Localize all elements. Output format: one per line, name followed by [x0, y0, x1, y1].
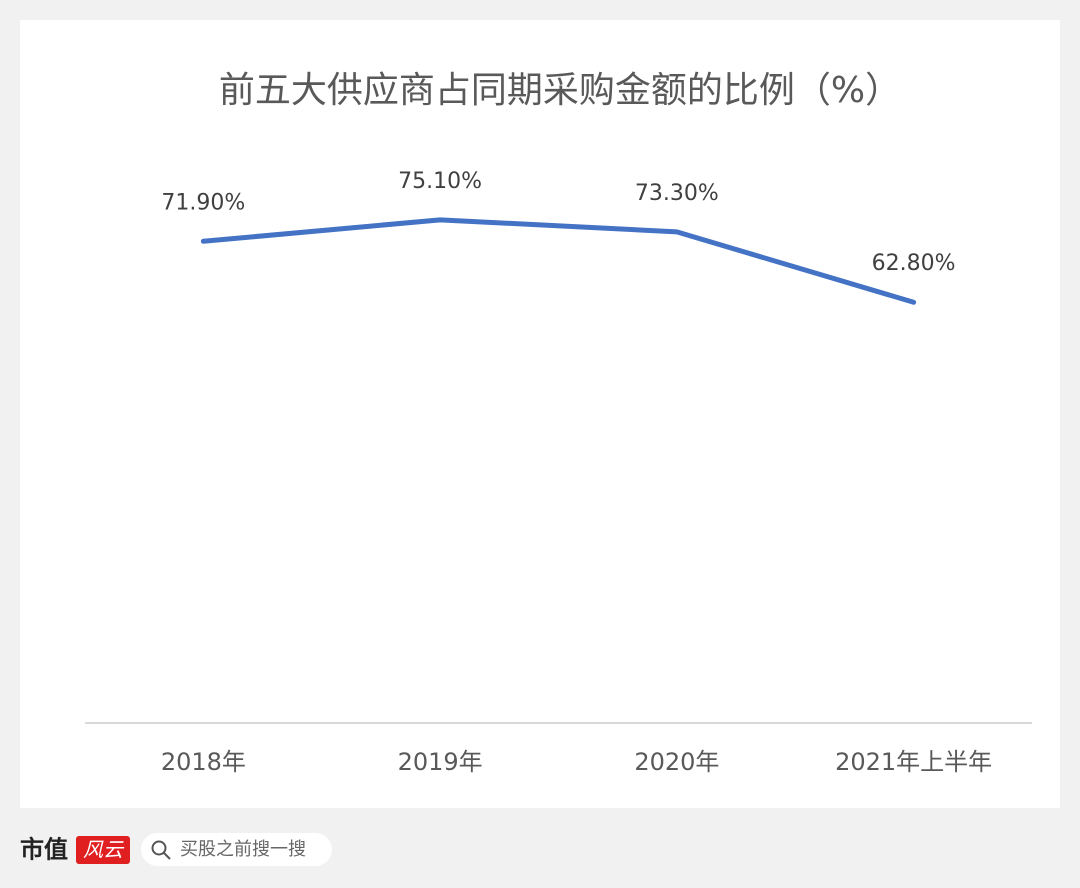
- x-tick-label: 2019年: [398, 748, 483, 776]
- chart-title: 前五大供应商占同期采购金额的比例（%）: [219, 70, 901, 111]
- search-icon: [151, 840, 167, 856]
- data-label: 75.10%: [398, 169, 482, 194]
- brand-mark-box: [76, 836, 130, 864]
- data-label: 62.80%: [872, 251, 956, 276]
- x-tick-label: 2018年: [161, 748, 246, 776]
- plot: 2018年 2019年 2020年 2021年上半年 71.90% 75.10% 73.30…: [161, 169, 992, 776]
- chart-card: [20, 20, 1060, 808]
- x-tick-label: 2020年: [634, 748, 719, 776]
- brand: 市值: [20, 835, 68, 864]
- search-text: 买股之前搜一搜: [180, 839, 306, 860]
- data-label: 71.90%: [161, 190, 245, 215]
- brand-mark: 风云: [83, 838, 125, 862]
- search-box[interactable]: [141, 833, 332, 866]
- x-tick-label: 2021年上半年: [835, 748, 992, 776]
- line: [200, 217, 917, 305]
- data-label: 73.30%: [635, 181, 719, 206]
- search-icon-handle: [163, 852, 171, 860]
